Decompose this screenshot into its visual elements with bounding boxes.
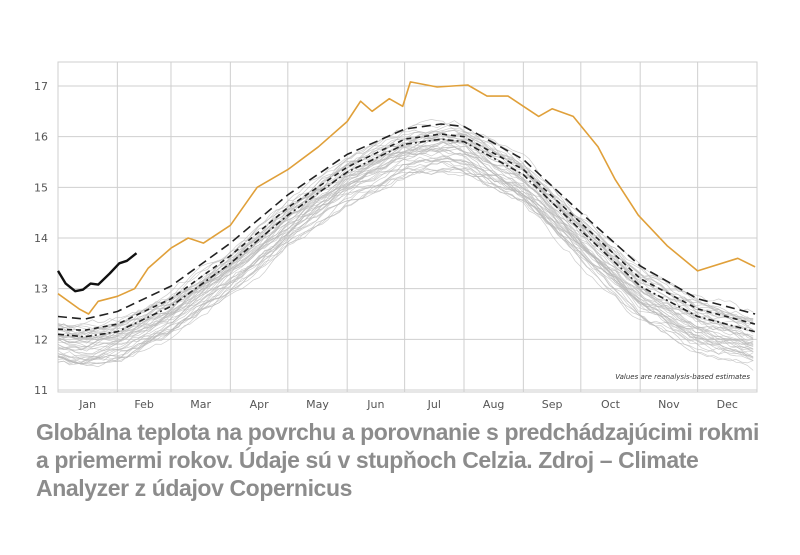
plot-frame [57,61,758,393]
background-year-line [57,130,754,332]
y-tick-label: 15 [34,181,48,194]
background-year-line [57,132,754,347]
y-tick-label: 17 [34,80,48,93]
x-tick-label: Jun [366,398,384,411]
x-tick-label: Nov [658,398,680,411]
series-lines [56,81,756,338]
background-year-line [57,137,754,345]
y-tick-label: 16 [34,131,48,144]
highlight-year-line [57,81,756,315]
grid [57,61,758,393]
background-year-line [57,159,754,358]
background-year-line [57,166,754,364]
x-tick-label: May [306,398,329,411]
x-tick-label: Apr [250,398,270,411]
background-year-line [57,167,754,365]
y-tick-label: 13 [34,283,48,296]
figure-caption: Globálna teplota na povrchu a porovnanie… [36,419,759,501]
background-year-line [57,144,754,343]
mean-line-long-dash [57,123,756,320]
y-tick-label: 11 [34,384,48,397]
x-tick-label: Sep [542,398,563,411]
background-year-line [57,137,754,329]
background-years [57,119,754,371]
background-year-line [57,169,754,365]
background-year-line [57,156,754,368]
y-tick-label: 14 [34,232,48,245]
background-year-line [57,124,754,328]
background-year-line [57,120,754,327]
background-year-line [57,140,754,351]
x-tick-label: Jul [427,398,441,411]
x-tick-label: Mar [190,398,211,411]
background-year-line [57,128,754,334]
x-tick-label: Jan [78,398,96,411]
background-year-line [57,146,754,340]
background-year-line [57,139,754,346]
temperature-chart: 11 12 13 14 15 16 17 Jan Feb Mar Apr May Jun Jul Aug Se… [34,61,758,411]
background-year-line [57,141,754,345]
x-tick-label: Oct [601,398,621,411]
y-tick-label: 12 [34,333,48,346]
background-year-line [58,148,754,350]
x-tick-label: Dec [717,398,738,411]
current-year-line [56,252,138,293]
reanalysis-note: Values are reanalysis-based estimates [615,373,750,381]
axis-ticks: 11 12 13 14 15 16 17 Jan Feb Mar Apr May Jun Jul Aug Se… [34,80,738,411]
background-year-line [57,152,754,355]
mean-line-dash-dot [57,138,756,338]
x-tick-label: Aug [483,398,504,411]
x-tick-label: Feb [134,398,153,411]
background-year-line [57,170,754,361]
